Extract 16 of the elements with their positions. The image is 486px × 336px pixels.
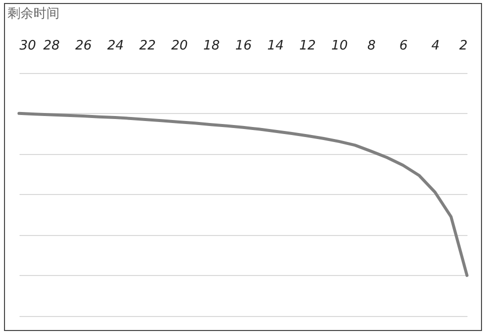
- x-tick-label: 6: [399, 38, 408, 54]
- x-tick-label: 18: [203, 38, 220, 54]
- x-tick-label: 16: [235, 38, 252, 54]
- x-tick-label: 12: [299, 38, 316, 54]
- x-tick-label: 28: [43, 38, 60, 54]
- x-tick-label: 20: [171, 38, 188, 54]
- x-tick-label: 10: [331, 38, 348, 54]
- x-axis-title: 剩余时间: [8, 6, 60, 22]
- x-tick-label: 22: [139, 38, 156, 54]
- x-tick-label: 2: [459, 38, 468, 54]
- x-tick-label: 8: [367, 38, 376, 54]
- x-tick-label: 26: [75, 38, 92, 54]
- x-tick-label: 30: [20, 38, 36, 54]
- x-tick-label: 24: [107, 38, 124, 54]
- x-tick-label: 4: [431, 38, 440, 54]
- x-tick-label: 14: [267, 38, 284, 54]
